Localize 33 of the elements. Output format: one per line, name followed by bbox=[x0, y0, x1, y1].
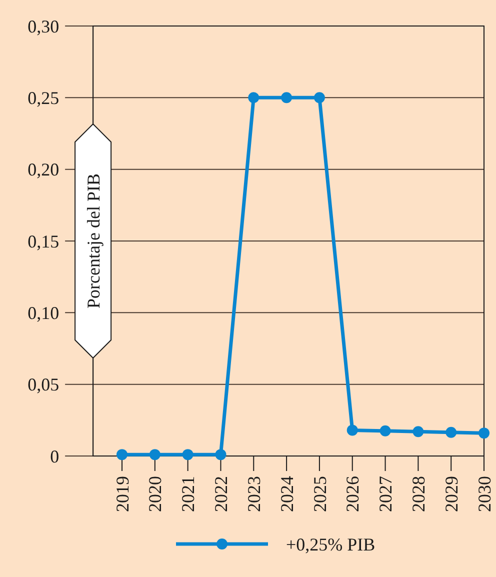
x-tick-label: 2023 bbox=[244, 476, 264, 512]
x-tick-label: 2029 bbox=[441, 476, 462, 512]
point bbox=[380, 425, 391, 436]
point bbox=[281, 92, 292, 104]
point bbox=[412, 426, 424, 438]
y-tick-label: 0,05 bbox=[28, 374, 60, 395]
x-tick-label: 2024 bbox=[276, 476, 297, 512]
y-tick-label: 0,20 bbox=[28, 160, 60, 180]
y-tick-label: 0,25 bbox=[28, 88, 60, 108]
point bbox=[248, 92, 260, 104]
point bbox=[314, 92, 325, 104]
x-tick-label: 2025 bbox=[310, 476, 330, 512]
point bbox=[478, 428, 490, 439]
y-axis-title: Porcentaje del PIB bbox=[83, 174, 104, 308]
text: +0,25% PIB bbox=[286, 534, 376, 554]
point bbox=[215, 449, 226, 460]
x-tick-label: 2021 bbox=[178, 476, 198, 512]
point bbox=[116, 449, 128, 460]
x-tick-label: 2019 bbox=[112, 476, 132, 512]
point bbox=[149, 449, 160, 460]
x-tick-label: 2020 bbox=[145, 476, 166, 512]
x-tick-label: 2022 bbox=[211, 476, 232, 512]
x-tick-label: 2030 bbox=[474, 476, 494, 512]
y-tick-label: 0,30 bbox=[28, 16, 60, 36]
x-tick-label: 2028 bbox=[408, 476, 428, 512]
y-tick-label: 0 bbox=[50, 446, 60, 466]
point bbox=[446, 426, 457, 438]
point bbox=[346, 424, 358, 436]
x-tick-label: 2027 bbox=[376, 476, 396, 512]
x-tick-label: 2026 bbox=[342, 476, 363, 512]
point bbox=[182, 449, 194, 460]
y-tick-label: 0,10 bbox=[28, 302, 60, 323]
y-tick-label: 0,15 bbox=[28, 231, 60, 252]
